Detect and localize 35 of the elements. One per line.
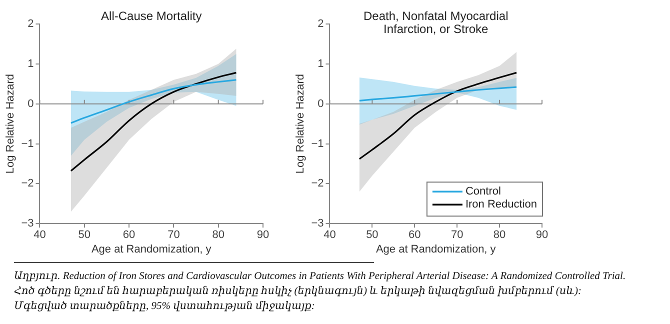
y-axis-title: Log Relative Hazard: [4, 74, 17, 174]
y-tick-label: 1: [318, 58, 324, 70]
x-tick-label: 40: [34, 229, 46, 242]
y-tick-label: 1: [28, 58, 34, 70]
x-tick-label: 80: [212, 229, 224, 242]
x-tick-label: 80: [493, 229, 506, 242]
x-tick-label: 60: [122, 229, 136, 242]
x-tick-label: 40: [324, 229, 336, 242]
y-tick-label: 0: [28, 98, 34, 110]
x-tick-label: 50: [78, 229, 91, 242]
y-tick-label: −3: [21, 218, 34, 230]
x-tick-label: 90: [536, 229, 548, 242]
y-tick-label: −3: [311, 218, 324, 230]
x-axis-title: Age at Randomization, y: [91, 243, 212, 256]
y-tick-label: −2: [21, 178, 34, 190]
y-tick-label: 2: [28, 18, 34, 30]
chart-title: All-Cause Mortality: [101, 9, 202, 23]
legend-label: Control: [465, 186, 501, 198]
legend-label: Iron Reduction: [465, 198, 538, 211]
y-tick-label: −1: [311, 138, 324, 150]
y-tick-label: −1: [21, 138, 34, 150]
x-axis-title: Age at Randomization, y: [376, 243, 496, 256]
x-tick-label: 60: [408, 229, 421, 242]
y-tick-label: 2: [318, 18, 324, 30]
y-axis-title: Log Relative Hazard: [294, 74, 307, 174]
y-tick-label: 0: [318, 98, 324, 110]
text: Մգեցված տարածքները, 95% վստահության միջակայք:: [14, 300, 316, 314]
y-tick-label: −2: [311, 178, 324, 190]
text: Աղբյուր. Reduction of Iron Stores and Cardiovascular Outcomes in Patients With Peripheral Arterial Disease: A Randomized Controlled Trial.: [14, 270, 627, 284]
chart-title: Death, Nonfatal Myocardial Infarction, or Stroke: [363, 9, 508, 36]
x-tick-label: 70: [450, 229, 464, 242]
text: Հոծ գծերը նշում են հարաբերական ռիսկերը հսկիչ (երկնագույն) և երկաթի նվազեցման խմբերում (սև):: [14, 284, 582, 299]
x-tick-label: 90: [256, 229, 270, 242]
x-tick-label: 70: [168, 229, 180, 242]
x-tick-label: 50: [366, 229, 378, 242]
